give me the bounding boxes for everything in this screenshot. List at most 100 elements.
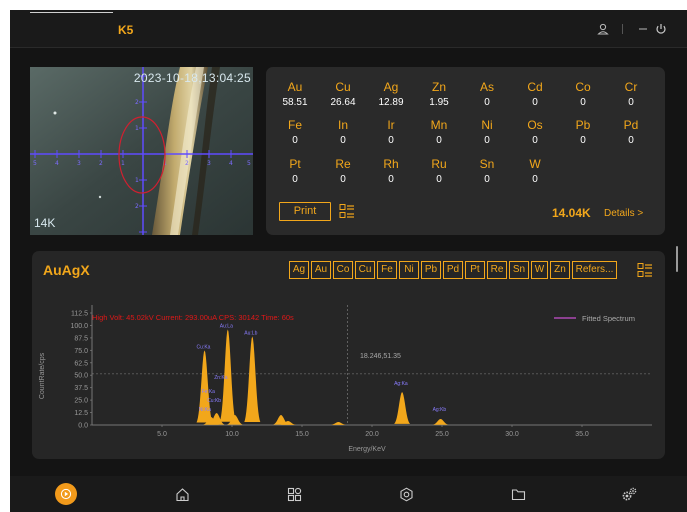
x-tick-label: 25.0 <box>435 431 449 438</box>
title-bar: K5 <box>10 10 687 48</box>
filter-button-zn[interactable]: Zn <box>550 261 570 279</box>
nav-modes[interactable] <box>282 482 306 506</box>
element-symbol: Pd <box>623 118 639 132</box>
peak-label: Ag:Ka <box>394 381 408 387</box>
cps-value: 14.04K <box>552 206 591 220</box>
element-value: 0 <box>484 135 490 146</box>
element-value: 1.95 <box>429 97 449 108</box>
spectrum-peak <box>432 419 449 425</box>
print-button[interactable]: Print <box>279 202 331 221</box>
filter-button-pd[interactable]: Pd <box>443 261 463 279</box>
svg-text:1: 1 <box>135 177 139 184</box>
element-cell: Cr 0 <box>609 79 653 109</box>
element-value: 0 <box>436 135 442 146</box>
element-symbol: Ru <box>431 157 447 171</box>
spectrum-chart[interactable]: Cu:Ka Au:La Au:Lb Zn:Ka Fe:Ka Cu:Kb Ni:Ka Ag:Ka… <box>32 251 665 459</box>
element-cell: As 0 <box>465 79 509 109</box>
element-value: 0 <box>340 135 346 146</box>
svg-text:1: 1 <box>121 160 125 167</box>
element-value: 0 <box>580 135 586 146</box>
element-cell: Cu 26.64 <box>321 79 365 109</box>
element-cell: Pt 0 <box>273 156 317 186</box>
element-symbol: Rh <box>383 157 399 171</box>
y-tick-label: 62.5 <box>74 360 88 367</box>
x-axis-label: Energy/KeV <box>348 446 386 453</box>
element-symbol: Fe <box>287 118 302 132</box>
element-value: 12.89 <box>378 97 404 108</box>
hexagon-settings-icon <box>399 487 413 501</box>
filter-button-cu[interactable]: Cu <box>355 261 375 279</box>
filter-button-sn[interactable]: Sn <box>509 261 529 279</box>
filter-button-ni[interactable]: Ni <box>399 261 419 279</box>
filter-button-pb[interactable]: Pb <box>421 261 441 279</box>
svg-text:2: 2 <box>135 203 139 210</box>
element-value: 0 <box>532 97 538 108</box>
play-icon <box>60 488 72 500</box>
element-cell: Os 0 <box>513 117 557 147</box>
nav-settings[interactable] <box>617 482 641 506</box>
element-value: 0 <box>436 174 442 185</box>
camera-zoom-label: 14K <box>34 216 56 230</box>
element-results-panel: Au 58.51 Cu 26.64 Ag 12.89 Zn 1.95 As 0 Cd 0 Co 0 Cr 0 F… <box>266 67 665 235</box>
start-test-button[interactable] <box>55 483 77 505</box>
peak-label: Au:La <box>220 323 233 329</box>
svg-text:1: 1 <box>135 125 139 132</box>
filter-button-ag[interactable]: Ag <box>289 261 309 279</box>
filter-button-re[interactable]: Re <box>487 261 507 279</box>
home-icon <box>175 487 189 501</box>
y-tick-label: 112.5 <box>71 311 88 318</box>
power-icon[interactable] <box>652 20 670 38</box>
element-symbol: Pt <box>289 157 301 171</box>
svg-text:4: 4 <box>229 160 233 167</box>
filter-button-refers[interactable]: Refers... <box>572 261 617 279</box>
cursor-readout: 18.246,51.35 <box>360 353 401 360</box>
spectrum-peak <box>196 350 213 423</box>
x-tick-label: 35.0 <box>575 431 589 438</box>
element-value: 0 <box>580 97 586 108</box>
y-tick-label: 100.0 <box>70 323 88 330</box>
spectrum-peak <box>219 329 236 422</box>
filter-button-fe[interactable]: Fe <box>377 261 397 279</box>
app-window: K5 <box>10 10 687 512</box>
gear-icon <box>622 487 636 500</box>
element-value: 0 <box>292 174 298 185</box>
title-separator <box>622 24 623 34</box>
element-value: 0 <box>388 174 394 185</box>
list-view-icon[interactable] <box>339 203 355 219</box>
element-cell: Zn 1.95 <box>417 79 461 109</box>
nav-calibrate[interactable] <box>394 482 418 506</box>
element-symbol: Ag <box>383 80 399 94</box>
filter-button-pt[interactable]: Pt <box>465 261 485 279</box>
element-symbol: Os <box>527 118 543 132</box>
element-symbol: Pb <box>575 118 591 132</box>
spectrum-list-icon[interactable] <box>637 262 653 278</box>
nav-home[interactable] <box>170 482 194 506</box>
peak-label: Au:Lb <box>244 330 257 336</box>
spectrum-peak <box>394 392 411 424</box>
minimize-icon[interactable] <box>634 20 652 38</box>
element-cell: Au 58.51 <box>273 79 317 109</box>
filter-button-w[interactable]: W <box>531 261 548 279</box>
details-link[interactable]: Details > <box>604 208 644 219</box>
scrollbar[interactable] <box>676 246 678 272</box>
filter-button-co[interactable]: Co <box>333 261 353 279</box>
element-value: 0 <box>532 135 538 146</box>
element-cell: Pb 0 <box>561 117 605 147</box>
element-symbol: Mn <box>430 118 448 132</box>
element-cell: Re 0 <box>321 156 365 186</box>
element-symbol: Au <box>287 80 303 94</box>
element-cell: Rh 0 <box>369 156 413 186</box>
y-tick-label: 12.5 <box>74 410 88 417</box>
filter-button-au[interactable]: Au <box>311 261 331 279</box>
element-value: 0 <box>484 97 490 108</box>
element-cell: Sn 0 <box>465 156 509 186</box>
y-tick-label: 25.0 <box>74 398 88 405</box>
element-symbol: Re <box>335 157 351 171</box>
user-icon[interactable] <box>594 20 612 38</box>
element-value: 0 <box>292 135 298 146</box>
spectrum-peak <box>330 422 347 425</box>
nav-files[interactable] <box>506 482 530 506</box>
y-tick-label: 37.5 <box>74 385 88 392</box>
